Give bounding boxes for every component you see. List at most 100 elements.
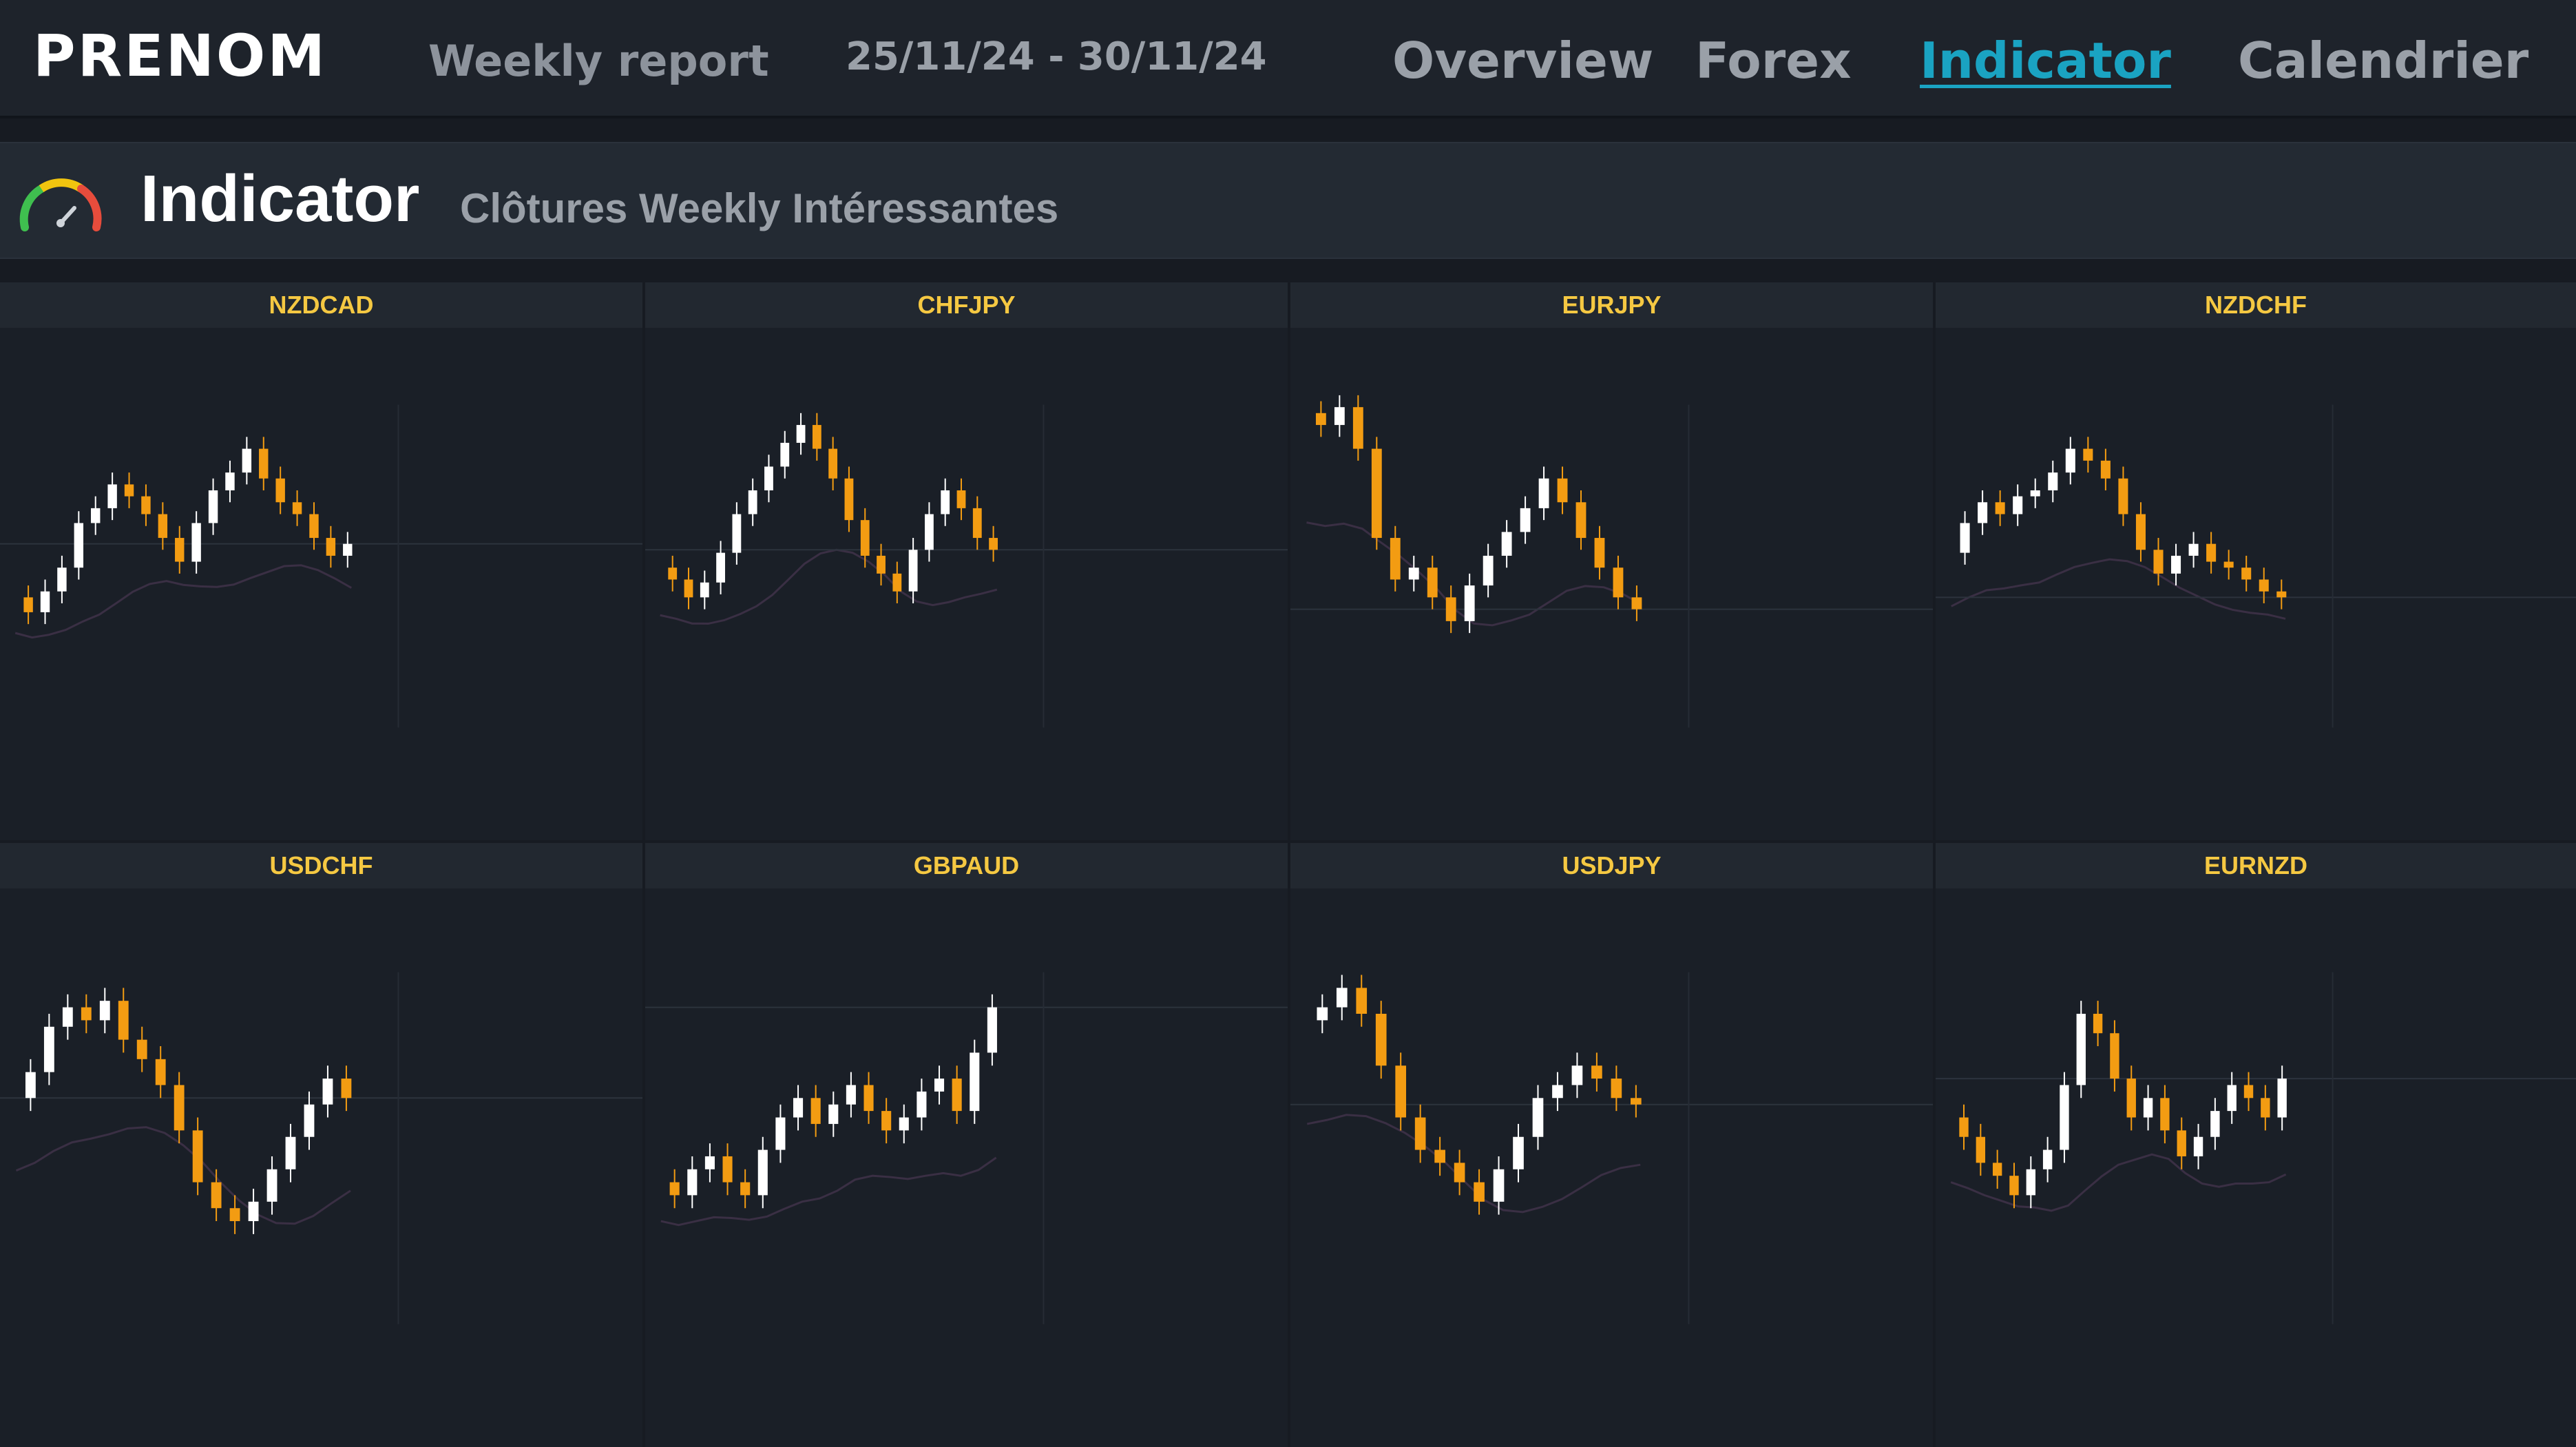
nav-calendrier[interactable]: Calendrier xyxy=(2238,32,2529,90)
chart-card-nzdchf[interactable]: NZDCHF xyxy=(1936,282,2576,840)
candle-body xyxy=(941,490,950,514)
gauge-icon xyxy=(19,178,102,231)
candle-body xyxy=(748,490,757,514)
candle-body xyxy=(285,1136,296,1169)
candlestick-chart xyxy=(1936,972,2576,1324)
candle-body xyxy=(796,425,806,443)
candle-body xyxy=(722,1156,733,1183)
candle-body xyxy=(1474,1182,1485,1202)
candle-body xyxy=(704,1156,715,1169)
candle-body xyxy=(1390,538,1401,580)
candle-body xyxy=(1538,478,1549,508)
candle-body xyxy=(275,478,285,503)
candle-body xyxy=(860,520,870,556)
candle-body xyxy=(175,538,185,562)
chart-pair-label: GBPAUD xyxy=(645,843,1288,888)
candle-body xyxy=(1959,1117,1969,1137)
nav-forex[interactable]: Forex xyxy=(1695,32,1852,90)
nav-indicator[interactable]: Indicator xyxy=(1920,32,2171,90)
candle-body xyxy=(1493,1169,1505,1202)
candle-body xyxy=(810,1098,821,1124)
candle-body xyxy=(1336,988,1348,1008)
candle-body xyxy=(952,1079,962,1112)
candle-body xyxy=(1501,532,1512,556)
candlestick-chart xyxy=(645,972,1288,1324)
candle-body xyxy=(2100,460,2111,479)
candlestick-chart xyxy=(1290,972,1933,1324)
candle-body xyxy=(309,514,319,539)
candle-body xyxy=(1315,413,1326,426)
candle-body xyxy=(1591,1065,1602,1079)
candle-body xyxy=(989,538,998,550)
top-bar: PRENOM Weekly report 25/11/24 - 30/11/24… xyxy=(0,0,2576,118)
candle-body xyxy=(322,1079,333,1105)
candle-body xyxy=(1571,1065,1583,1085)
candlestick-chart xyxy=(0,404,642,728)
candle-body xyxy=(1520,508,1531,532)
candlestick-chart xyxy=(1290,395,1933,728)
candle-body xyxy=(191,523,201,562)
nav-overview[interactable]: Overview xyxy=(1392,32,1654,90)
chart-pair-label: USDCHF xyxy=(0,843,642,888)
candle-body xyxy=(740,1182,751,1196)
candle-body xyxy=(1575,502,1587,539)
candle-body xyxy=(1631,597,1642,610)
candle-body xyxy=(2083,448,2093,461)
candle-body xyxy=(341,1079,352,1099)
candle-body xyxy=(1631,1098,1642,1105)
candle-body xyxy=(1334,407,1345,426)
candle-body xyxy=(2188,543,2199,556)
candle-body xyxy=(1960,523,1970,553)
candle-body xyxy=(2243,1085,2254,1099)
section-title: Indicator xyxy=(140,162,420,236)
chart-card-chfjpy[interactable]: CHFJPY xyxy=(645,282,1288,840)
chart-card-nzdcad[interactable]: NZDCAD xyxy=(0,282,642,840)
candle-body xyxy=(1395,1065,1407,1118)
candle-body xyxy=(2277,1079,2287,1118)
candle-body xyxy=(1454,1163,1465,1183)
candle-body xyxy=(1557,478,1568,503)
candle-body xyxy=(2110,1033,2119,1079)
candle-body xyxy=(2143,1098,2153,1118)
candle-body xyxy=(2013,496,2023,514)
candle-body xyxy=(326,538,336,556)
candle-body xyxy=(757,1149,768,1196)
candle-body xyxy=(343,543,353,556)
candle-body xyxy=(2171,555,2181,574)
candle-body xyxy=(192,1130,203,1183)
report-date-range: 25/11/24 - 30/11/24 xyxy=(846,34,1267,79)
candle-body xyxy=(2126,1079,2136,1118)
section-subtitle: Clôtures Weekly Intéressantes xyxy=(460,185,1059,231)
candle-body xyxy=(716,552,725,583)
candle-body xyxy=(91,508,101,523)
candle-body xyxy=(2118,478,2128,514)
candle-body xyxy=(775,1117,786,1150)
candle-body xyxy=(2223,561,2234,568)
candle-body xyxy=(2060,1085,2069,1150)
chart-card-gbpaud[interactable]: GBPAUD xyxy=(645,843,1288,1447)
candle-body xyxy=(668,568,678,580)
candle-body xyxy=(934,1079,945,1092)
candle-body xyxy=(877,555,886,574)
candle-body xyxy=(669,1182,680,1196)
candle-body xyxy=(43,1026,54,1072)
moving-average-line xyxy=(1950,1153,2287,1212)
chart-card-usdjpy[interactable]: USDJPY xyxy=(1290,843,1933,1447)
candle-body xyxy=(2026,1169,2035,1196)
candle-body xyxy=(2210,1111,2220,1137)
candle-body xyxy=(844,478,854,521)
chart-card-eurnzd[interactable]: EURNZD xyxy=(1936,843,2576,1447)
candle-body xyxy=(99,1001,110,1021)
candle-body xyxy=(2241,568,2252,580)
candle-body xyxy=(174,1085,185,1131)
candle-body xyxy=(1352,407,1363,449)
candle-body xyxy=(828,448,838,479)
candle-body xyxy=(2276,591,2287,598)
candle-body xyxy=(208,490,218,523)
candle-body xyxy=(248,1201,259,1222)
chart-card-usdchf[interactable]: USDCHF xyxy=(0,843,642,1447)
candle-body xyxy=(2259,579,2269,592)
candle-body xyxy=(2261,1098,2270,1118)
chart-card-eurjpy[interactable]: EURJPY xyxy=(1290,282,1933,840)
candle-body xyxy=(793,1098,804,1118)
